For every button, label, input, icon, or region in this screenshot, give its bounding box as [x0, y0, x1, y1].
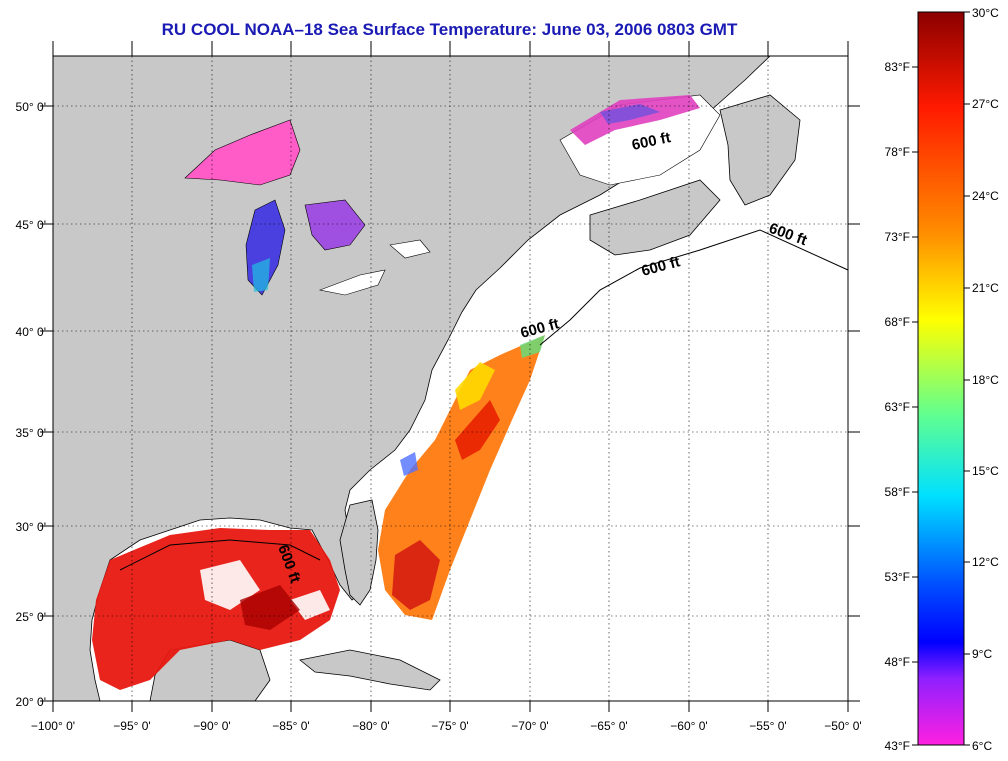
lon-label-50: −50° 0' [824, 719, 861, 733]
fahrenheit-label-58: 58°F [885, 485, 910, 499]
land-newfoundland [719, 94, 801, 206]
lon-label-75: −75° 0' [431, 719, 468, 733]
lon-label-90: −90° 0' [193, 719, 230, 733]
lake-erie [318, 269, 386, 296]
graticule [53, 56, 848, 701]
lat-label-45: 45° 0' [16, 218, 46, 232]
celsius-label-21: 21°C [972, 281, 999, 295]
st-lawrence-cool-patch [600, 104, 660, 124]
fahrenheit-label-73: 73°F [885, 230, 910, 244]
colorbar-ticks [912, 11, 970, 746]
lat-label-25: 25° 0' [16, 610, 46, 624]
lat-label-35: 35° 0' [16, 426, 46, 440]
lat-label-40: 40° 0' [16, 325, 46, 339]
lake-huron [304, 199, 366, 251]
atlantic-sst-red [455, 400, 500, 460]
fahrenheit-label-43: 43°F [885, 739, 910, 753]
fahrenheit-label-78: 78°F [885, 145, 910, 159]
celsius-label-24: 24°C [972, 189, 999, 203]
lon-label-65: −65° 0' [590, 719, 627, 733]
lake-michigan-warm [252, 258, 270, 292]
atlantic-sst-yellow [455, 362, 495, 410]
fahrenheit-label-68: 68°F [885, 315, 910, 329]
celsius-label-6: 6°C [972, 739, 992, 753]
lat-label-50: 50° 0' [16, 100, 46, 114]
lon-label-85: −85° 0' [272, 719, 309, 733]
lat-label-20: 20° 0' [16, 695, 46, 709]
colorbar [917, 11, 965, 746]
lat-label-30: 30° 0' [16, 520, 46, 534]
gulf-cloud-1 [200, 560, 260, 610]
lon-label-55: −55° 0' [749, 719, 786, 733]
tick-marks [40, 41, 860, 712]
atlantic-sst-cool [400, 452, 418, 476]
celsius-label-9: 9°C [972, 647, 992, 661]
contour-600ft-gulf [119, 539, 321, 571]
fahrenheit-label-63: 63°F [885, 400, 910, 414]
celsius-label-30: 30°C [972, 6, 999, 20]
lon-label-100: −100° 0' [31, 719, 75, 733]
land-atlantic-canada [589, 179, 721, 256]
lon-label-95: −95° 0' [113, 719, 150, 733]
lon-label-60: −60° 0' [670, 719, 707, 733]
fahrenheit-label-83: 83°F [885, 60, 910, 74]
gulf-cloud-2 [290, 590, 330, 620]
contour-600ft [539, 229, 849, 346]
lake-ontario [389, 239, 431, 259]
land-cuba [299, 649, 441, 691]
land-yucatan [149, 639, 271, 701]
fahrenheit-label-48: 48°F [885, 655, 910, 669]
atlantic-sst-green [520, 335, 545, 358]
gulf-sst [92, 528, 340, 690]
gulf-warm-core [240, 585, 300, 630]
lake-superior [184, 119, 301, 186]
celsius-label-15: 15°C [972, 464, 999, 478]
celsius-label-27: 27°C [972, 97, 999, 111]
celsius-label-12: 12°C [972, 555, 999, 569]
lon-label-70: −70° 0' [511, 719, 548, 733]
st-lawrence-sst [570, 95, 700, 145]
atlantic-sst-gulfstream [392, 540, 440, 610]
lon-label-80: −80° 0' [352, 719, 389, 733]
map-title: RU COOL NOAA–18 Sea Surface Temperature:… [161, 20, 738, 39]
celsius-label-18: 18°C [972, 373, 999, 387]
fahrenheit-label-53: 53°F [885, 570, 910, 584]
